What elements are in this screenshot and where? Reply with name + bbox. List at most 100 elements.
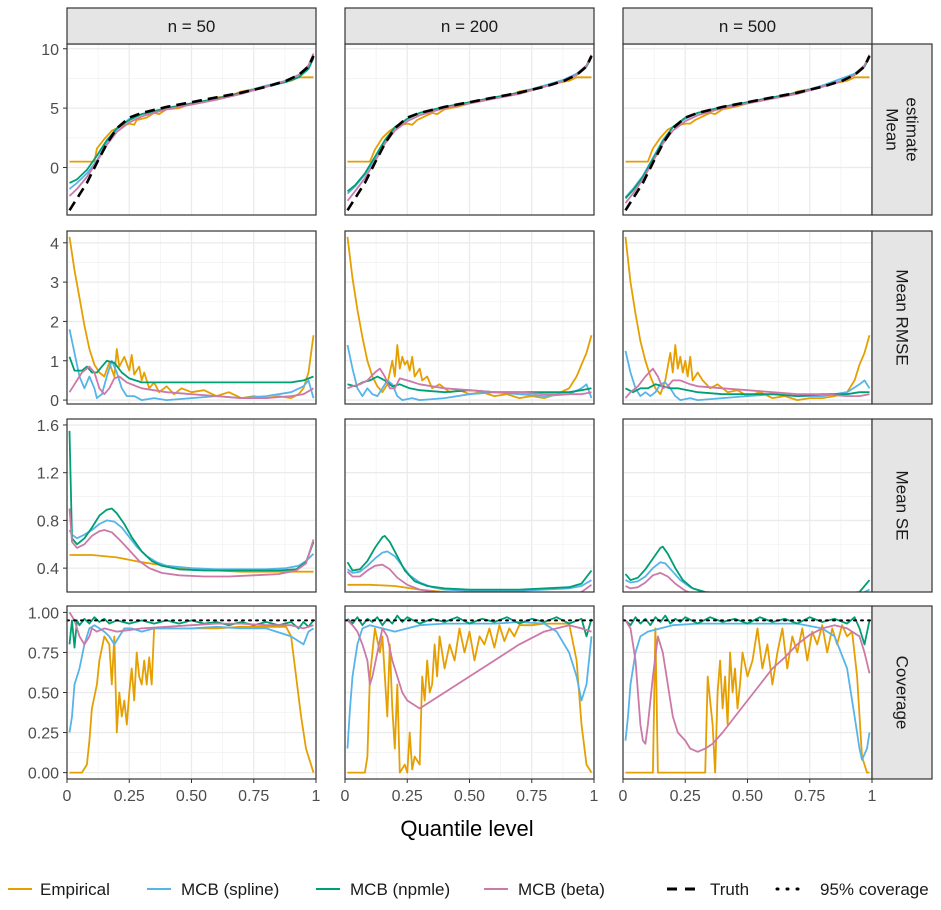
legend-label: MCB (npmle) — [350, 880, 450, 899]
panel-r2-c1 — [344, 418, 595, 593]
panel-border — [66, 230, 317, 405]
series-line-empirical — [626, 594, 870, 600]
legend: Empirical MCB (spline) MCB (npmle) MCB (bet… — [8, 880, 929, 899]
series-lines — [623, 614, 872, 774]
x-tick-label: 0.25 — [670, 788, 701, 805]
series-line-mcb-beta — [624, 367, 870, 399]
series-lines — [346, 54, 593, 211]
series-line-mcb-spline — [346, 344, 593, 401]
y-axis: 0.00 0.25 0.50 0.75 1.00 — [28, 605, 67, 783]
panel-r0-c1 — [344, 43, 595, 216]
series-line-mcb-spline — [68, 329, 315, 401]
row-strip-label: Mean RMSE — [893, 269, 912, 365]
x-tick-label: 0.50 — [176, 788, 207, 805]
y-tick-label: 0.50 — [28, 686, 59, 703]
strip-background — [622, 7, 873, 45]
series-line-empirical — [346, 236, 593, 399]
y-tick-label: 4 — [50, 236, 59, 253]
panel-r2-c0: 0.4 0.8 1.2 1.6 — [37, 418, 317, 593]
panel-r0-c0: 0 5 10 — [41, 42, 317, 216]
legend-item-empirical: Empirical — [8, 880, 110, 899]
series-lines — [345, 614, 594, 774]
panel-r1-c0: 0 1 2 3 4 — [50, 230, 317, 410]
x-tick-label: 0.75 — [238, 788, 269, 805]
panel-r0-c2 — [622, 43, 873, 216]
legend-item-mcb-spline: MCB (spline) — [147, 880, 279, 899]
series-line-mcb-spline — [625, 561, 870, 592]
strip-background — [871, 605, 933, 780]
column-strip-label: n = 50 — [168, 17, 216, 36]
row-strips: Mean estimate Mean RMSE Mean SE Coverage — [871, 43, 933, 780]
series-lines — [346, 535, 593, 592]
series-line-truth — [624, 55, 871, 211]
y-tick-label: 1.6 — [37, 418, 59, 435]
row-strip-mean-se: Mean SE — [871, 418, 933, 593]
y-tick-label: 3 — [50, 275, 59, 292]
y-tick-label: 0.25 — [28, 726, 59, 743]
series-line-empirical — [625, 624, 870, 774]
x-tick-label: 0 — [63, 788, 72, 805]
y-axis: 0.4 0.8 1.2 1.6 — [37, 418, 67, 578]
x-tick-label: 0 — [341, 788, 350, 805]
y-axis: 0 5 10 — [41, 42, 67, 178]
y-tick-label: 2 — [50, 314, 59, 331]
x-axis: 0 0.25 0.50 0.75 1 — [63, 779, 321, 805]
panel-border — [344, 230, 595, 405]
panels-layer: 0510012340.40.81.21.60.000.250.500.751.0… — [28, 42, 877, 805]
x-axis-label: Quantile level — [400, 816, 533, 841]
series-line-mcb-npmle — [624, 545, 871, 592]
strip-background — [871, 43, 933, 216]
x-tick-label: 1 — [590, 788, 599, 805]
y-tick-label: 0.8 — [37, 513, 59, 530]
gridlines — [344, 231, 595, 404]
x-tick-label: 1 — [868, 788, 877, 805]
x-tick-label: 0.50 — [732, 788, 763, 805]
series-lines — [68, 430, 315, 578]
y-axis: 0 1 2 3 4 — [50, 236, 67, 410]
x-tick-label: 0.25 — [114, 788, 145, 805]
legend-label: 95% coverage — [820, 880, 929, 899]
row-strip-label: Mean SE — [893, 471, 912, 541]
y-tick-label: 0 — [50, 161, 59, 178]
y-tick-label: 1.2 — [37, 466, 59, 483]
legend-item-95-coverage: 95% coverage — [775, 880, 929, 899]
strip-background — [66, 7, 317, 45]
series-line-mcb-beta — [346, 563, 593, 592]
series-line-empirical — [347, 622, 593, 774]
series-line-mcb-npmle — [68, 430, 315, 572]
series-line-mcb-beta — [68, 365, 314, 399]
series-lines — [68, 53, 315, 211]
y-tick-label: 5 — [50, 101, 59, 118]
column-strip-n-50: n = 50 — [66, 7, 317, 45]
x-tick-label: 0 — [619, 788, 628, 805]
column-strip-label: n = 200 — [441, 17, 498, 36]
strip-background — [871, 230, 933, 405]
y-tick-label: 10 — [41, 42, 59, 59]
legend-label: MCB (beta) — [518, 880, 605, 899]
strip-background — [871, 418, 933, 593]
series-line-mcb-npmle — [346, 535, 593, 591]
series-line-mcb-beta — [624, 619, 871, 753]
x-tick-label: 0.75 — [516, 788, 547, 805]
series-lines — [624, 54, 871, 211]
series-lines — [624, 545, 871, 600]
series-line-mcb-beta — [347, 367, 592, 396]
series-line-mcb-spline — [346, 550, 592, 592]
column-strip-n-500: n = 500 — [622, 7, 873, 45]
series-line-mcb-npmle — [347, 375, 592, 394]
column-strip-label: n = 500 — [719, 17, 776, 36]
x-tick-label: 0.50 — [454, 788, 485, 805]
panel-r3-c0: 0.00 0.25 0.50 0.75 1.00 0 0.25 0.50 0.75 1 — [28, 605, 321, 805]
x-tick-label: 0.75 — [794, 788, 825, 805]
legend-label: Empirical — [40, 880, 110, 899]
series-line-mcb-beta — [68, 611, 314, 646]
row-strip-label: Mean — [883, 108, 902, 151]
column-strip-n-200: n = 200 — [344, 7, 595, 45]
x-tick-label: 0.25 — [392, 788, 423, 805]
y-tick-label: 0.4 — [37, 561, 59, 578]
legend-item-mcb-npmle: MCB (npmle) — [316, 880, 450, 899]
row-strip-label: Coverage — [893, 656, 912, 730]
series-line-empirical — [347, 583, 464, 592]
row-strip-mean-rmse: Mean RMSE — [871, 230, 933, 405]
